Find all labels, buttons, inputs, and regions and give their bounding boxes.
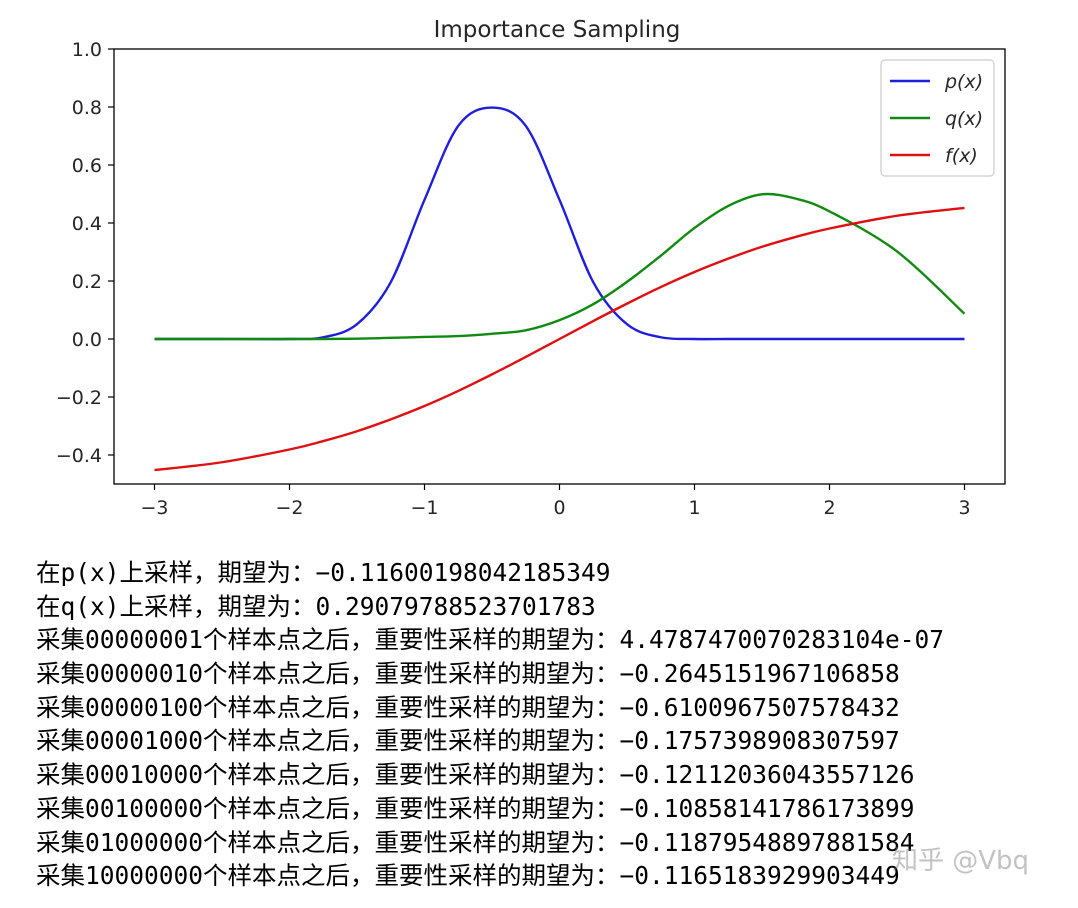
plot-frame xyxy=(113,48,1006,485)
y-axis-ticks: 1.0 0.8 0.6 0.4 0.2 0.0 −0.2 −0.4 xyxy=(56,39,114,467)
chart-title: Importance Sampling xyxy=(434,17,681,43)
x-tick-label: −2 xyxy=(275,497,303,519)
x-tick-label: 3 xyxy=(958,497,970,519)
output-line: 在p(x)上采样，期望为：−0.11600198042185349 xyxy=(36,558,611,587)
x-tick-label: −1 xyxy=(410,497,438,519)
legend: p(x) q(x) f(x) xyxy=(880,59,995,177)
y-tick-label: 0.2 xyxy=(72,271,102,293)
x-tick-label: 0 xyxy=(553,497,565,519)
y-tick-label: 0.4 xyxy=(72,213,102,235)
y-tick-label: 0.6 xyxy=(72,155,102,177)
watermark: 知乎 @Vbq xyxy=(892,846,1030,876)
x-tick-label: −3 xyxy=(140,497,168,519)
x-axis-ticks: −3 −2 −1 0 1 2 3 xyxy=(140,484,971,519)
output-line: 采集00000001个样本点之后，重要性采样的期望为：4.47874700702… xyxy=(36,625,945,655)
y-tick-label: −0.4 xyxy=(56,445,102,467)
output-line: 采集00010000个样本点之后，重要性采样的期望为：−0.1211203604… xyxy=(36,760,915,790)
importance-sampling-chart: Importance Sampling −3 −2 −1 0 1 2 3 1.0 0.8 0.6… xyxy=(56,17,1006,519)
legend-label-px: p(x) xyxy=(944,71,983,93)
output-line: 采集00000100个样本点之后，重要性采样的期望为：−0.6100967507… xyxy=(36,692,900,722)
series-line-fx xyxy=(154,206,965,472)
output-line: 在q(x)上采样，期望为：0.29079788523701783 xyxy=(36,591,596,621)
y-tick-label: 0.0 xyxy=(72,329,102,351)
y-tick-label: −0.2 xyxy=(56,387,102,409)
x-tick-label: 1 xyxy=(688,497,700,519)
series-line-px xyxy=(154,106,965,341)
output-line: 采集10000000个样本点之后，重要性采样的期望为：−0.1165183929… xyxy=(36,861,900,891)
y-tick-label: 0.8 xyxy=(72,97,102,119)
output-line: 采集01000000个样本点之后，重要性采样的期望为：−0.1187954889… xyxy=(36,827,915,857)
legend-label-fx: f(x) xyxy=(945,145,978,167)
curves-layer xyxy=(154,106,966,472)
console-output: 在p(x)上采样，期望为：−0.11600198042185349 在q(x)上采… xyxy=(36,556,1076,893)
output-line: 采集00000010个样本点之后，重要性采样的期望为：−0.2645151967… xyxy=(36,659,900,689)
x-tick-label: 2 xyxy=(823,497,835,519)
y-tick-label: 1.0 xyxy=(72,39,102,61)
series-line-qx xyxy=(154,192,966,341)
output-line: 采集00001000个样本点之后，重要性采样的期望为：−0.1757398908… xyxy=(36,726,900,756)
legend-box xyxy=(880,59,995,177)
output-line: 采集00100000个样本点之后，重要性采样的期望为：−0.1085814178… xyxy=(36,793,915,823)
legend-label-qx: q(x) xyxy=(945,108,983,130)
